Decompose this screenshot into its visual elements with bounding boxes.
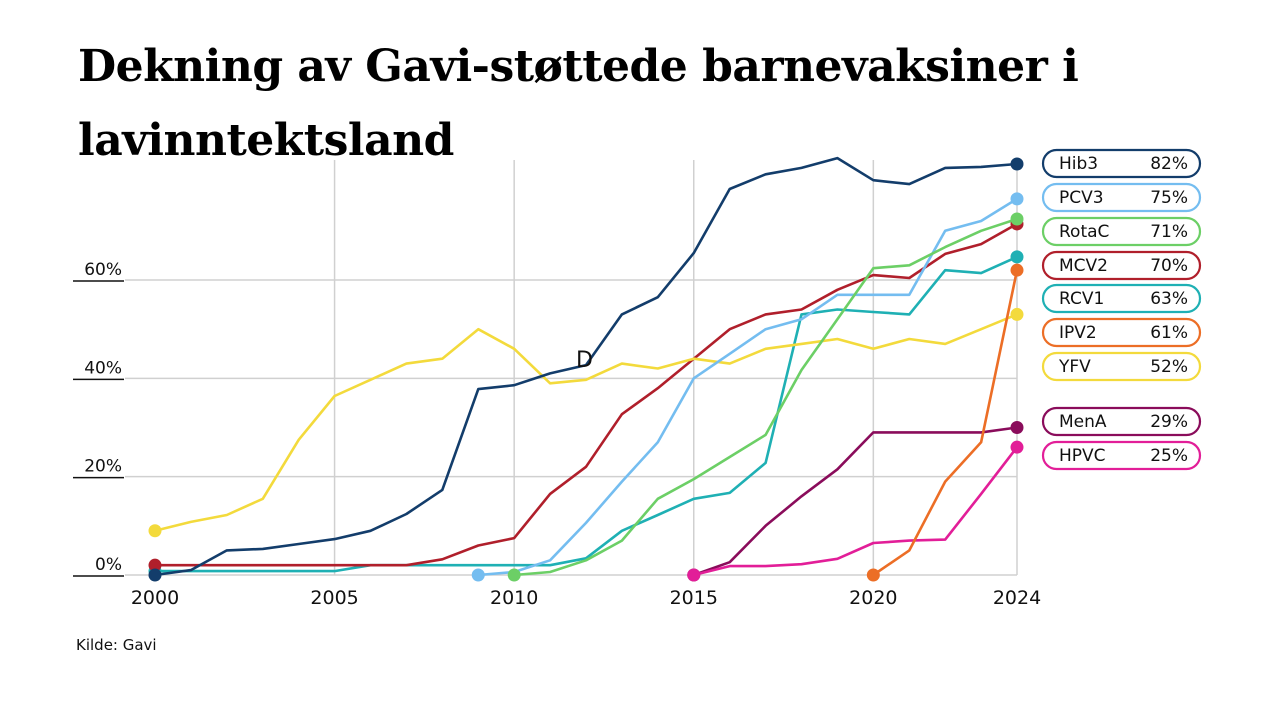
end-point-hib3 <box>1010 157 1024 171</box>
legend-pill <box>1041 351 1202 382</box>
end-point-ipv2 <box>1010 263 1024 277</box>
legend-name: Hib3 <box>1059 154 1098 174</box>
end-point-rcv1 <box>1010 250 1024 264</box>
start-point-hib3 <box>148 568 162 582</box>
legend-pill <box>1041 283 1202 314</box>
start-point-yfv <box>148 524 162 538</box>
legend-value: 71% <box>1150 222 1188 242</box>
start-point-hpvc <box>687 568 701 582</box>
series-line-rotac <box>514 217 1018 577</box>
series-lines <box>154 156 1019 577</box>
series-line-hib3 <box>154 156 1018 577</box>
legend: Hib3 82% PCV3 75% RotaC 71% MCV2 70% RCV1 63% IPV2… <box>1041 148 1202 471</box>
end-point-rotac <box>1010 212 1024 226</box>
x-tick-label: 2000 <box>131 587 179 609</box>
chart-title: Dekning av Gavi-støttede barnevaksiner i… <box>78 41 1079 166</box>
legend-item-rotac: RotaC 71% <box>1041 216 1202 247</box>
x-tick-label: 2005 <box>310 587 358 609</box>
legend-name: RCV1 <box>1059 289 1104 309</box>
series-line-yfv <box>154 313 1018 533</box>
x-tick-label: 2020 <box>849 587 897 609</box>
legend-pill <box>1041 148 1202 179</box>
legend-item-yfv: YFV 52% <box>1041 351 1202 382</box>
end-point-pcv3 <box>1010 192 1024 206</box>
series-line-pcv3 <box>478 197 1018 577</box>
legend-pill <box>1041 317 1202 348</box>
legend-value: 52% <box>1150 357 1188 377</box>
series-line-rcv1 <box>155 255 1018 573</box>
legend-item-hib3: Hib3 82% <box>1041 148 1202 179</box>
legend-item-ipv2: IPV2 61% <box>1041 317 1202 348</box>
source-note: Kilde: Gavi <box>76 636 157 654</box>
end-point-mena <box>1010 421 1024 434</box>
legend-item-mcv2: MCV2 70% <box>1041 250 1202 281</box>
legend-pill <box>1041 440 1202 471</box>
end-point-hpvc <box>1010 440 1024 454</box>
legend-value: 70% <box>1150 256 1188 276</box>
x-tick-label: 2024 <box>993 587 1041 609</box>
start-point-mcv2 <box>148 558 162 572</box>
legend-value: 61% <box>1150 323 1188 343</box>
start-point-pcv3 <box>471 568 485 582</box>
legend-name: HPVC <box>1059 446 1106 466</box>
legend-item-rcv1: RCV1 63% <box>1041 283 1202 314</box>
legend-pill <box>1041 406 1202 437</box>
series-line-ipv2 <box>872 269 1019 577</box>
series-dots <box>148 157 1024 582</box>
legend-name: YFV <box>1058 357 1091 377</box>
legend-pill <box>1041 182 1202 213</box>
legend-name: RotaC <box>1059 222 1109 242</box>
y-tick-label: 60% <box>84 260 122 280</box>
series-line-hpvc <box>693 446 1019 577</box>
y-tick-label: 20% <box>84 457 122 477</box>
legend-value: 82% <box>1150 154 1188 174</box>
legend-pill <box>1041 216 1202 247</box>
legend-name: IPV2 <box>1059 323 1097 343</box>
legend-name: PCV3 <box>1059 188 1104 208</box>
legend-name: MCV2 <box>1059 256 1108 276</box>
legend-value: 29% <box>1150 412 1188 432</box>
legend-item-mena: MenA 29% <box>1041 406 1202 437</box>
grid <box>125 160 1018 576</box>
x-tick-label: 2015 <box>670 587 718 609</box>
legend-item-hpvc: HPVC 25% <box>1041 440 1202 471</box>
series-line-mcv2 <box>155 222 1018 567</box>
y-tick-label: 40% <box>84 358 122 378</box>
legend-value: 63% <box>1150 289 1188 309</box>
start-point-rotac <box>507 568 521 582</box>
y-tick-label: 0% <box>95 555 122 575</box>
legend-value: 25% <box>1150 446 1188 466</box>
x-tick-label: 2010 <box>490 587 538 609</box>
axes: 0% 20% 40% 60% 2000 2005 2010 2015 2020 2024 <box>73 260 1041 609</box>
start-point-ipv2 <box>866 568 880 582</box>
legend-name: MenA <box>1059 412 1107 432</box>
legend-item-pcv3: PCV3 75% <box>1041 182 1202 213</box>
legend-pill <box>1041 250 1202 281</box>
annotation-text: D <box>576 348 593 373</box>
series-line-mena <box>693 426 1018 577</box>
legend-value: 75% <box>1150 188 1188 208</box>
end-point-yfv <box>1010 307 1024 321</box>
